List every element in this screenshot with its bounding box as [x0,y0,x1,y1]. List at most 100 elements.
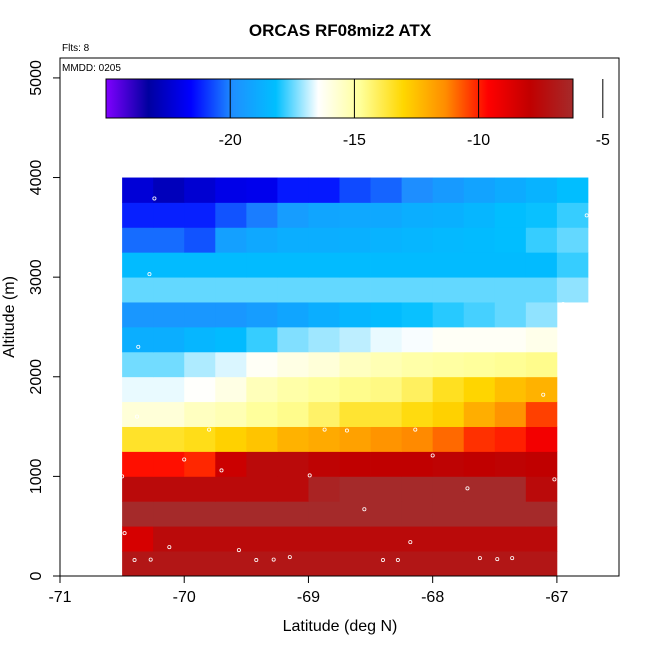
sample-point [541,392,546,397]
heatmap-cell [463,302,496,328]
heatmap-cell [246,426,278,452]
x-tick-label: -68 [421,589,444,606]
heatmap-cell [153,551,185,577]
heatmap-cell [432,426,465,452]
heatmap-cell [184,451,216,477]
heatmap-cell [556,177,589,203]
x-tick-label: -69 [297,589,320,606]
heatmap-cell [525,551,558,577]
x-tick-label: -67 [545,589,568,606]
heatmap-cell [122,451,154,477]
colorbar-frame [105,78,574,119]
heatmap-cell [184,351,216,378]
heatmap-cell [339,426,371,452]
heatmap-cell [184,376,216,403]
heatmap-cell [339,376,371,403]
heatmap-cell [246,277,278,303]
heatmap-cells [122,177,589,577]
heatmap-cell [463,526,496,552]
heatmap-cell [122,401,154,427]
heatmap-cell [308,202,340,228]
heatmap-cell [153,202,185,228]
heatmap-cell [215,376,247,403]
heatmap-cell [432,252,465,278]
colorbar-rect [106,79,573,118]
heatmap-cell [246,526,278,552]
sample-point [136,344,141,349]
y-tick-label: 4000 [28,160,45,196]
heatmap-cell [215,476,247,502]
colorbar-ticks: -20 -15 -10 -5 [219,79,610,149]
heatmap-cell [525,202,558,228]
heatmap-cell [370,426,403,452]
sample-point [408,540,413,545]
heatmap-cell [432,277,465,303]
heatmap-cell [184,302,216,328]
sample-point [152,196,157,201]
heatmap-cell [184,551,216,577]
heatmap-cell [494,476,527,502]
heatmap-cell [215,551,247,577]
heatmap-cell [494,351,527,378]
heatmap-cell [401,252,434,278]
heatmap-cell [401,376,434,403]
heatmap-cell [215,277,247,303]
heatmap-cell [153,476,185,502]
sample-point [380,558,385,563]
colorbar-tick-label: -15 [343,132,366,149]
heatmap-cell [246,202,278,228]
heatmap-cell [339,177,371,203]
heatmap-cell [401,177,434,203]
heatmap-cell [153,401,185,427]
heatmap-cell [277,302,309,328]
heatmap-cell [308,401,340,427]
heatmap-cell [525,526,558,552]
heatmap-cell [122,202,154,228]
heatmap-cell [122,227,154,253]
heatmap-cell [308,526,340,552]
heatmap-cell [494,451,527,477]
heatmap-cell [525,351,558,378]
heatmap-cell [122,277,154,303]
heatmap-cell [494,426,527,452]
sample-point [147,272,152,277]
heatmap-cell [525,476,558,502]
heatmap-cell [339,551,371,577]
heatmap-cell [277,252,309,278]
heatmap-cell [339,277,371,303]
heatmap-cell [463,177,496,203]
heatmap-cell [153,227,185,253]
sample-point [148,557,153,562]
heatmap-cell [463,326,496,353]
heatmap-cell [153,177,185,203]
heatmap-cell [401,227,434,253]
heatmap-cell [432,401,465,427]
heatmap-cell [215,526,247,552]
sample-point [465,486,470,491]
heatmap-cell [494,302,527,328]
heatmap-cell [184,252,216,278]
heatmap-cell [401,326,434,353]
sample-point [552,477,557,482]
heatmap-cell [401,302,434,328]
heatmap-cell [401,526,434,552]
heatmap-cell [122,351,154,378]
heatmap-cell [463,252,496,278]
heatmap-cell [153,277,185,303]
heatmap-cell [463,451,496,477]
heatmap-cell [494,501,527,527]
heatmap-cell [525,277,558,303]
y-tick-label: 1000 [28,458,45,494]
heatmap-cell [556,227,589,253]
heatmap-cell [494,177,527,203]
heatmap-cell [184,401,216,427]
heatmap-cell [463,501,496,527]
heatmap-cell [246,451,278,477]
sample-point [477,556,482,561]
heatmap-cell [308,351,340,378]
heatmap-cell [463,376,496,403]
sample-point [236,548,241,553]
heatmap-cell [277,451,309,477]
heatmap-cell [122,252,154,278]
heatmap-cell [370,526,403,552]
